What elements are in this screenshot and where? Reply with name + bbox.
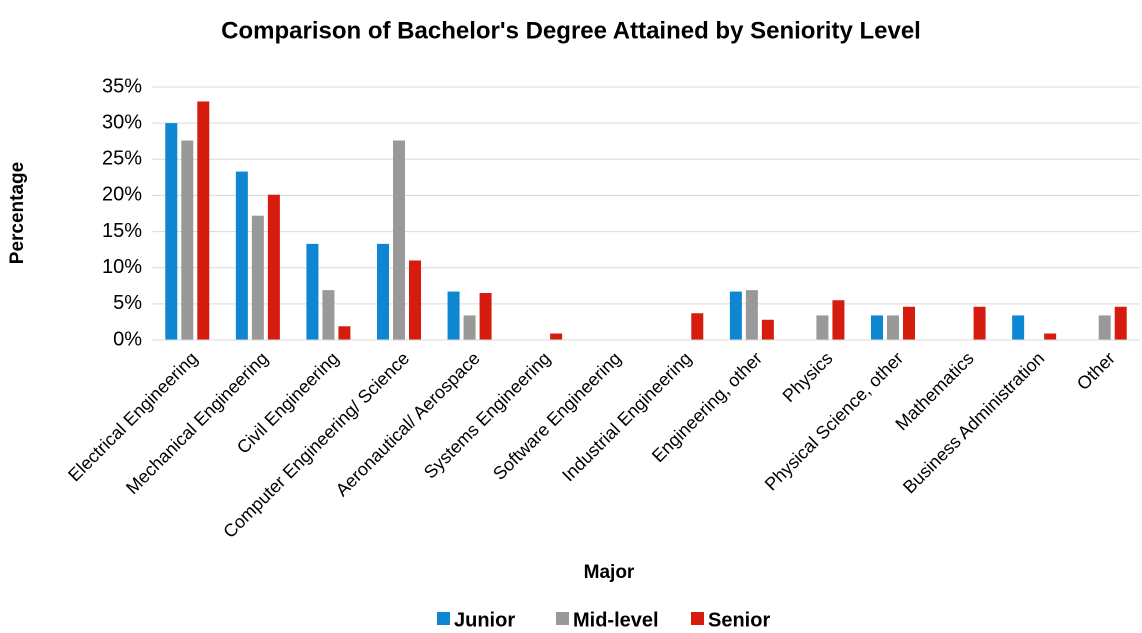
bar <box>745 290 758 340</box>
bar <box>267 194 280 340</box>
bar <box>251 215 264 340</box>
bar <box>479 293 492 340</box>
x-axis-label: Major <box>584 562 635 583</box>
x-tick-label: Electrical Engineering <box>64 348 201 485</box>
bar <box>1098 315 1111 340</box>
x-tick-label: Aeronautical/ Aerospace <box>332 348 484 500</box>
y-tick-label: 20% <box>102 184 142 206</box>
bar <box>165 123 178 341</box>
chart-title: Comparison of Bachelor's Degree Attained… <box>221 17 921 44</box>
y-axis-label: Percentage <box>7 162 28 264</box>
legend-swatch <box>691 612 704 625</box>
bar <box>691 313 704 340</box>
x-tick-label: Systems Engineering <box>420 348 554 482</box>
bar <box>729 291 742 340</box>
bar <box>871 315 883 340</box>
bar <box>761 319 774 340</box>
bar <box>197 101 210 340</box>
x-tick-label: Physical Science, other <box>761 348 907 494</box>
y-tick-label: 15% <box>102 220 142 242</box>
bar <box>409 260 421 340</box>
x-tick-label: Industrial Engineering <box>558 348 695 485</box>
bar <box>181 140 194 340</box>
bar <box>832 300 845 340</box>
legend-swatch <box>556 612 569 625</box>
legend-swatch <box>437 612 450 625</box>
x-tick-label: Other <box>1073 348 1119 394</box>
bar <box>338 326 351 340</box>
bar <box>447 291 460 340</box>
bar <box>463 315 476 340</box>
x-tick-label: Physics <box>779 348 837 406</box>
x-tick-label: Mechanical Engineering <box>122 348 272 498</box>
bar <box>322 290 335 340</box>
bar <box>816 315 829 340</box>
bar <box>887 315 899 340</box>
legend-label: Senior <box>708 609 770 631</box>
y-tick-label: 5% <box>113 292 142 314</box>
bar <box>235 171 248 340</box>
y-tick-label: 25% <box>102 148 142 170</box>
bar <box>1012 315 1025 340</box>
x-tick-label: Business Administration <box>899 348 1048 497</box>
x-tick-label: Software Engineering <box>489 348 625 484</box>
legend-label: Junior <box>454 609 515 631</box>
bar <box>1044 333 1057 340</box>
y-tick-label: 0% <box>113 328 142 350</box>
y-tick-label: 30% <box>102 111 142 133</box>
bar <box>393 140 405 340</box>
bar <box>1114 306 1127 340</box>
bar <box>377 243 389 340</box>
bar <box>973 306 986 340</box>
y-tick-label: 10% <box>102 256 142 278</box>
bar <box>903 306 915 340</box>
y-tick-label: 35% <box>102 75 142 97</box>
bar <box>550 333 563 340</box>
legend-label: Mid-level <box>573 609 659 631</box>
bar <box>306 243 319 340</box>
